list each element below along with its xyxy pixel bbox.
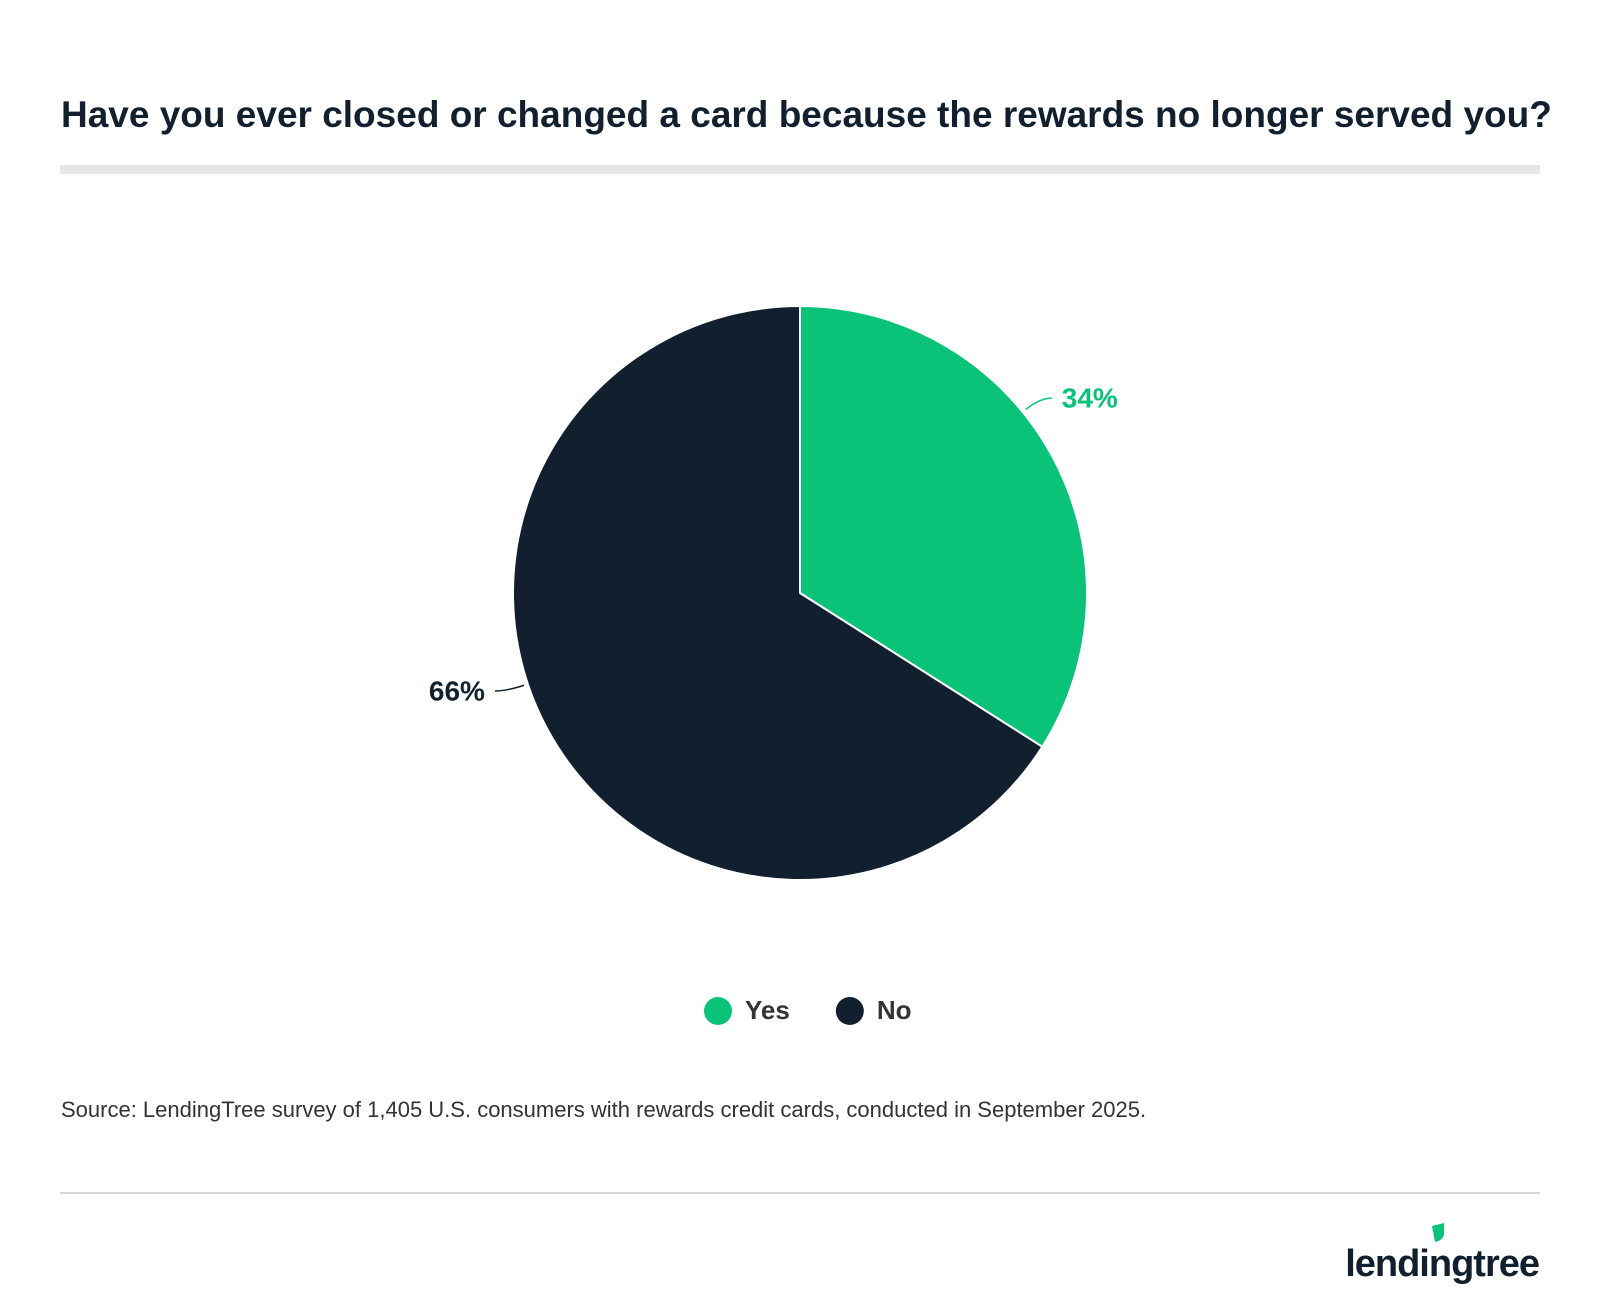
legend-swatch bbox=[704, 997, 732, 1025]
title-rule bbox=[60, 165, 1540, 174]
pie-slice bbox=[512, 304, 1044, 881]
legend-swatch bbox=[835, 997, 864, 1025]
data-label: 66% bbox=[429, 675, 485, 706]
legend-label: Yes bbox=[745, 995, 790, 1025]
data-label: 34% bbox=[1062, 382, 1118, 413]
pie-slice bbox=[799, 304, 1088, 749]
brand-logo: lendingtree bbox=[1345, 1243, 1539, 1285]
legend-label: No bbox=[877, 995, 912, 1025]
chart-title: Have you ever closed or changed a card b… bbox=[61, 94, 1552, 135]
brand-leaf bbox=[1432, 1223, 1444, 1242]
source-note: Source: LendingTree survey of 1,405 U.S.… bbox=[61, 1097, 1146, 1122]
leader-line bbox=[1025, 397, 1052, 411]
leader-line bbox=[494, 684, 525, 692]
